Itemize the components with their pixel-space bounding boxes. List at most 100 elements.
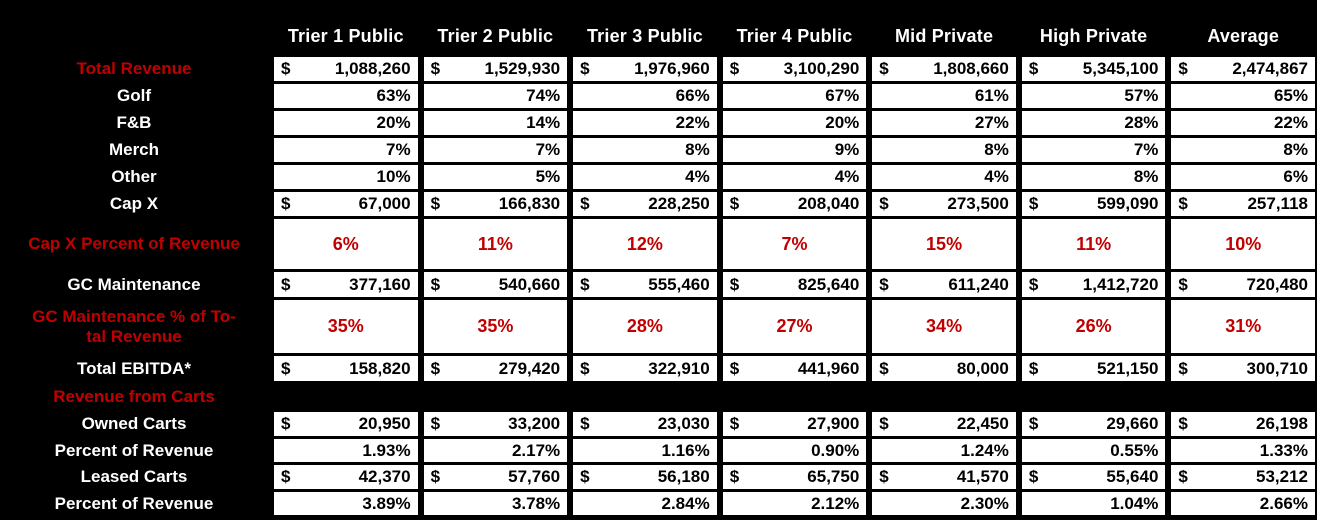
- dollar-sign: $: [281, 274, 291, 294]
- row-label: Golf: [0, 84, 268, 108]
- value-cell: 74%: [423, 84, 568, 108]
- cell-amount: 67,000: [358, 194, 411, 213]
- value-cell: $377,160: [274, 272, 418, 297]
- value-cell: $1,976,960: [573, 57, 717, 81]
- dollar-sign: $: [430, 467, 441, 486]
- row-label: Percent of Revenue: [0, 439, 268, 462]
- dollar-sign: $: [281, 194, 291, 213]
- value-cell: $53,212: [1171, 465, 1315, 489]
- dollar-sign: $: [1028, 358, 1039, 378]
- cell-amount: 2,474,867: [1232, 59, 1308, 78]
- cell-amount: 33,200: [508, 414, 561, 433]
- value-cell: 0.90%: [722, 439, 867, 462]
- dollar-sign: $: [729, 414, 740, 433]
- value-cell: 8%: [1171, 138, 1315, 162]
- value-cell: 10%: [274, 165, 418, 189]
- dollar-sign: $: [1028, 467, 1039, 486]
- value-cell: 8%: [573, 138, 717, 162]
- value-cell: $279,420: [423, 356, 568, 381]
- value-cell: 2.30%: [872, 492, 1016, 515]
- dollar-sign: $: [1028, 274, 1039, 294]
- value-cell: 4%: [872, 165, 1016, 189]
- dollar-sign: $: [1178, 274, 1188, 294]
- cell-amount: 1,529,930: [484, 59, 561, 78]
- dollar-sign: $: [729, 274, 740, 294]
- dollar-sign: $: [729, 358, 740, 378]
- dollar-sign: $: [879, 358, 889, 378]
- value-cell: 12%: [573, 219, 717, 269]
- dollar-sign: $: [1178, 467, 1188, 486]
- value-cell: 61%: [872, 84, 1016, 108]
- cell-amount: 55,640: [1106, 467, 1159, 486]
- cell-amount: 29,660: [1106, 414, 1159, 433]
- column-header: Trier 3 Public: [573, 18, 717, 54]
- cell-amount: 279,420: [498, 358, 561, 378]
- value-cell: $22,450: [872, 412, 1016, 436]
- cell-amount: 521,150: [1096, 358, 1159, 378]
- value-cell: 1.24%: [872, 439, 1016, 462]
- cell-amount: 23,030: [657, 414, 710, 433]
- row-label: GC Maintenance % of To- tal Revenue: [0, 300, 268, 353]
- cell-amount: 228,250: [648, 194, 710, 213]
- value-cell: $273,500: [872, 192, 1016, 216]
- cell-amount: 441,960: [797, 358, 860, 378]
- value-cell: 27%: [722, 300, 867, 353]
- value-cell: $158,820: [274, 356, 418, 381]
- column-header: High Private: [1021, 18, 1166, 54]
- value-cell: 7%: [274, 138, 418, 162]
- value-cell: $1,088,260: [274, 57, 418, 81]
- dollar-sign: $: [281, 467, 291, 486]
- value-cell: 2.17%: [423, 439, 568, 462]
- value-cell: 67%: [722, 84, 867, 108]
- cell-amount: 3,100,290: [783, 59, 860, 78]
- value-cell: 1.04%: [1021, 492, 1166, 515]
- dollar-sign: $: [1028, 194, 1039, 213]
- column-header: Trier 2 Public: [423, 18, 568, 54]
- row-label: Other: [0, 165, 268, 189]
- cell-amount: 166,830: [498, 194, 561, 213]
- cell-amount: 599,090: [1096, 194, 1159, 213]
- value-cell: 8%: [1021, 165, 1166, 189]
- dollar-sign: $: [729, 59, 740, 78]
- dollar-sign: $: [879, 274, 889, 294]
- value-cell: 9%: [722, 138, 867, 162]
- dollar-sign: $: [580, 59, 590, 78]
- value-cell: 22%: [1171, 111, 1315, 135]
- value-cell: 27%: [872, 111, 1016, 135]
- value-cell: $3,100,290: [722, 57, 867, 81]
- value-cell: 8%: [872, 138, 1016, 162]
- dollar-sign: $: [580, 194, 590, 213]
- value-cell: $80,000: [872, 356, 1016, 381]
- dollar-sign: $: [879, 467, 889, 486]
- value-cell: 57%: [1021, 84, 1166, 108]
- cell-amount: 1,088,260: [334, 59, 411, 78]
- row-label: Percent of Revenue: [0, 492, 268, 515]
- value-cell: $322,910: [573, 356, 717, 381]
- cell-amount: 26,198: [1255, 414, 1308, 433]
- cell-amount: 20,950: [358, 414, 411, 433]
- dollar-sign: $: [879, 414, 889, 433]
- value-cell: 66%: [573, 84, 717, 108]
- value-cell: 7%: [423, 138, 568, 162]
- value-cell: 11%: [1021, 219, 1166, 269]
- value-cell: $521,150: [1021, 356, 1166, 381]
- value-cell: $42,370: [274, 465, 418, 489]
- value-cell: $555,460: [573, 272, 717, 297]
- value-cell: 20%: [722, 111, 867, 135]
- value-cell: 11%: [423, 219, 568, 269]
- corner-spacer: [0, 18, 268, 54]
- cell-amount: 65,750: [807, 467, 860, 486]
- value-cell: $65,750: [722, 465, 867, 489]
- row-label: Owned Carts: [0, 412, 268, 436]
- dollar-sign: $: [1178, 194, 1188, 213]
- cell-amount: 540,660: [498, 274, 561, 294]
- dollar-sign: $: [281, 59, 291, 78]
- row-label: Merch: [0, 138, 268, 162]
- dollar-sign: $: [281, 358, 291, 378]
- value-cell: 1.16%: [573, 439, 717, 462]
- value-cell: 63%: [274, 84, 418, 108]
- value-cell: 3.89%: [274, 492, 418, 515]
- value-cell: 2.12%: [722, 492, 867, 515]
- value-cell: 20%: [274, 111, 418, 135]
